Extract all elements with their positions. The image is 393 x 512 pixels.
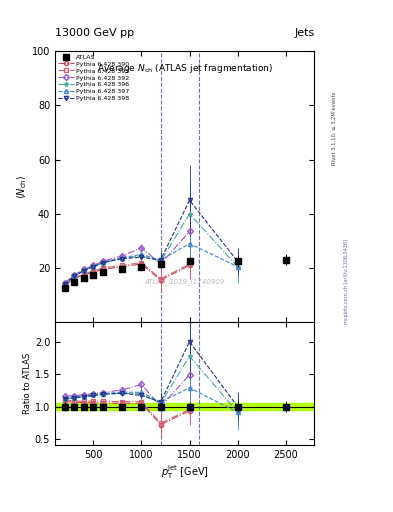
Y-axis label: $\langle N_{\rm ch}\rangle$: $\langle N_{\rm ch}\rangle$ — [15, 175, 29, 199]
Text: ATLAS_2019_I1740909: ATLAS_2019_I1740909 — [145, 278, 225, 285]
Text: 13000 GeV pp: 13000 GeV pp — [55, 28, 134, 38]
Text: Average $N_{\rm ch}$ (ATLAS jet fragmentation): Average $N_{\rm ch}$ (ATLAS jet fragment… — [97, 62, 273, 75]
Text: Rivet 3.1.10, ≥ 3.2M events: Rivet 3.1.10, ≥ 3.2M events — [332, 91, 337, 165]
Y-axis label: Ratio to ATLAS: Ratio to ATLAS — [23, 353, 32, 415]
Text: Jets: Jets — [294, 28, 314, 38]
Text: mcplots.cern.ch [arXiv:1306.3436]: mcplots.cern.ch [arXiv:1306.3436] — [344, 239, 349, 324]
Legend: ATLAS, Pythia 6.428 390, Pythia 6.428 391, Pythia 6.428 392, Pythia 6.428 396, P: ATLAS, Pythia 6.428 390, Pythia 6.428 39… — [57, 53, 131, 102]
X-axis label: $p_{\rm T}^{\rm jet}\ [\rm GeV]$: $p_{\rm T}^{\rm jet}\ [\rm GeV]$ — [161, 463, 209, 481]
Bar — [55, 403, 314, 410]
